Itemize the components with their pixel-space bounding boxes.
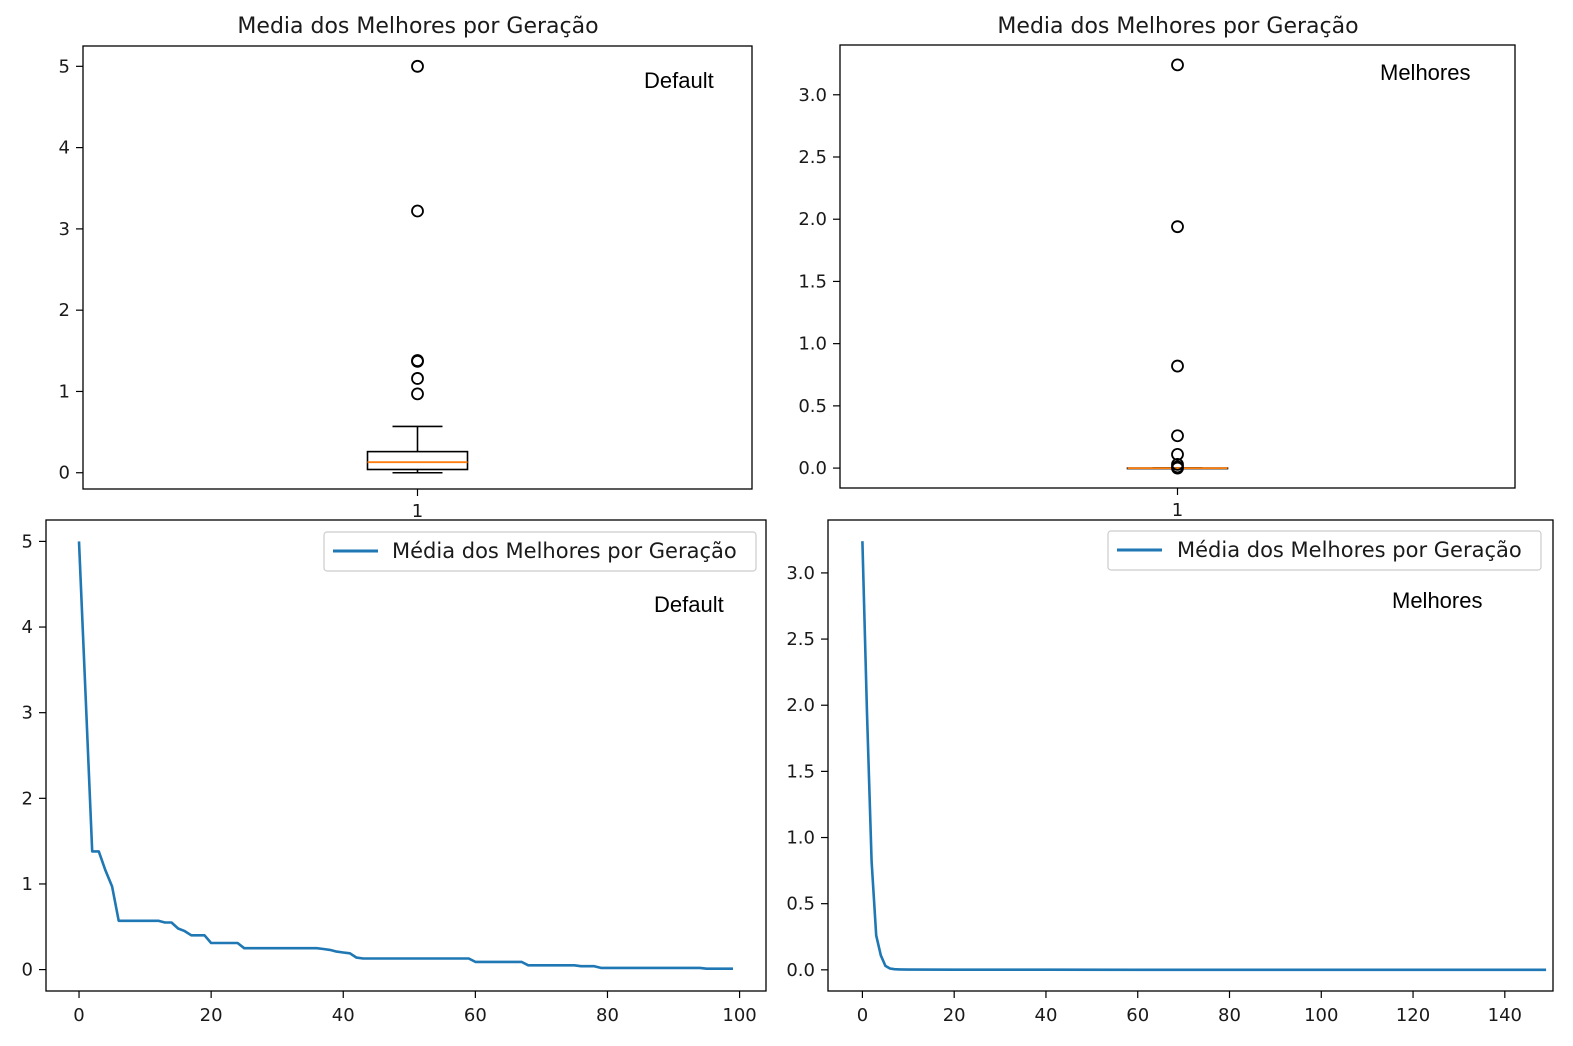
lineplot-default-legend: Média dos Melhores por Geração — [323, 531, 757, 572]
lineplot-default-panel: 0 1 2 3 4 5 0 20 40 60 80 100 Média dos Melhores p… — [22, 519, 767, 1026]
box-iqr — [366, 450, 469, 471]
boxplot-default-annotation: Default — [644, 68, 714, 93]
lineplot-default-legend-label: Média dos Melhores por Geração — [392, 539, 737, 563]
series-line — [861, 541, 1547, 972]
boxplot-melhores-panel: Media dos Melhores por Geração 0.0 0.5 1.0… — [798, 14, 1516, 521]
lineplot-default-legend-box — [323, 531, 757, 572]
y-tick-label: 0.0 — [798, 458, 827, 479]
boxplot-default-y-ticks: 0 1 2 3 4 5 — [59, 56, 83, 484]
outlier-point — [411, 59, 424, 73]
x-tick-label: 1 — [412, 501, 423, 522]
lineplot-melhores-legend-box — [1107, 530, 1542, 571]
x-tick-label: 100 — [722, 1005, 756, 1026]
outlier-point — [1171, 220, 1184, 234]
y-tick-label: 1.0 — [786, 828, 815, 849]
lineplot-melhores-legend-label: Média dos Melhores por Geração — [1177, 538, 1522, 562]
x-tick-label: 140 — [1488, 1005, 1522, 1026]
x-tick-label: 100 — [1304, 1005, 1338, 1026]
x-tick-label: 120 — [1396, 1005, 1430, 1026]
y-tick-label: 4 — [22, 617, 33, 638]
lineplot-melhores-frame — [827, 519, 1554, 992]
y-tick-label: 2 — [59, 300, 70, 321]
boxplot-melhores-title: Media dos Melhores por Geração — [997, 14, 1358, 39]
lineplot-melhores-legend: Média dos Melhores por Geração — [1107, 530, 1542, 571]
y-tick-label: 1 — [22, 874, 33, 895]
lineplot-default-annotation: Default — [654, 592, 724, 617]
outlier-point — [411, 372, 424, 385]
y-tick-label: 1 — [59, 381, 70, 402]
y-tick-label: 5 — [59, 56, 70, 77]
boxplot-melhores-annotation: Melhores — [1380, 60, 1470, 85]
lineplot-default-x-ticks: 0 20 40 60 80 100 — [73, 991, 757, 1026]
series-line — [77, 541, 733, 971]
y-tick-label: 0 — [59, 463, 70, 484]
boxplot-default-marks — [366, 59, 469, 474]
outlier-point — [1171, 359, 1184, 373]
boxplot-melhores-y-ticks: 0.0 0.5 1.0 1.5 2.0 2.5 3.0 — [798, 85, 840, 479]
y-tick-label: 5 — [22, 531, 33, 552]
outlier-point — [1171, 429, 1184, 443]
y-tick-label: 0.5 — [798, 396, 827, 417]
x-tick-label: 0 — [857, 1005, 868, 1026]
y-tick-label: 2.5 — [798, 147, 827, 168]
y-tick-label: 2.0 — [786, 695, 815, 716]
lineplot-melhores-x-ticks: 0 20 40 60 80 100 120 140 — [857, 991, 1522, 1026]
lineplot-melhores-y-ticks: 0.0 0.5 1.0 1.5 2.0 2.5 3.0 — [786, 563, 828, 981]
lineplot-melhores-annotation: Melhores — [1392, 588, 1482, 613]
outlier-point — [411, 204, 424, 218]
boxplot-default-title: Media dos Melhores por Geração — [237, 14, 598, 39]
x-tick-label: 60 — [1126, 1005, 1149, 1026]
lineplot-melhores-marks — [861, 541, 1547, 972]
y-tick-label: 3.0 — [798, 85, 827, 106]
x-tick-label: 80 — [1218, 1005, 1241, 1026]
lineplot-default-y-ticks: 0 1 2 3 4 5 — [22, 531, 46, 981]
x-tick-label: 20 — [943, 1005, 966, 1026]
lineplot-melhores-panel: 0.0 0.5 1.0 1.5 2.0 2.5 3.0 0 20 40 60 80 100 120 140… — [786, 519, 1554, 1026]
y-tick-label: 4 — [59, 138, 70, 159]
outlier-point — [1171, 457, 1184, 471]
boxplot-melhores-marks — [1126, 58, 1229, 475]
lineplot-default-marks — [77, 541, 733, 971]
y-tick-label: 3 — [59, 219, 70, 240]
y-tick-label: 1.0 — [798, 334, 827, 355]
outlier-point — [1171, 448, 1184, 461]
boxplot-default-frame — [82, 45, 753, 490]
x-tick-label: 20 — [200, 1005, 223, 1026]
y-tick-label: 3 — [22, 703, 33, 724]
boxplot-melhores-frame — [839, 44, 1516, 489]
outlier-point — [1171, 58, 1184, 72]
x-tick-label: 60 — [464, 1005, 487, 1026]
y-tick-label: 2.0 — [798, 209, 827, 230]
y-tick-label: 1.5 — [798, 271, 827, 292]
x-tick-label: 40 — [332, 1005, 355, 1026]
x-tick-label: 40 — [1035, 1005, 1058, 1026]
y-tick-label: 0.5 — [786, 894, 815, 915]
x-tick-label: 1 — [1172, 500, 1183, 521]
y-tick-label: 2 — [22, 788, 33, 809]
lineplot-default-frame — [45, 519, 767, 992]
y-tick-label: 0.0 — [786, 960, 815, 981]
outlier-point — [411, 354, 424, 367]
outlier-point — [411, 387, 424, 401]
y-tick-label: 3.0 — [786, 563, 815, 584]
x-tick-label: 80 — [596, 1005, 619, 1026]
y-tick-label: 1.5 — [786, 761, 815, 782]
y-tick-label: 0 — [22, 960, 33, 981]
boxplot-melhores-x-ticks: 1 — [1172, 488, 1183, 521]
boxplot-default-x-ticks: 1 — [412, 489, 423, 522]
y-tick-label: 2.5 — [786, 629, 815, 650]
x-tick-label: 0 — [73, 1005, 84, 1026]
